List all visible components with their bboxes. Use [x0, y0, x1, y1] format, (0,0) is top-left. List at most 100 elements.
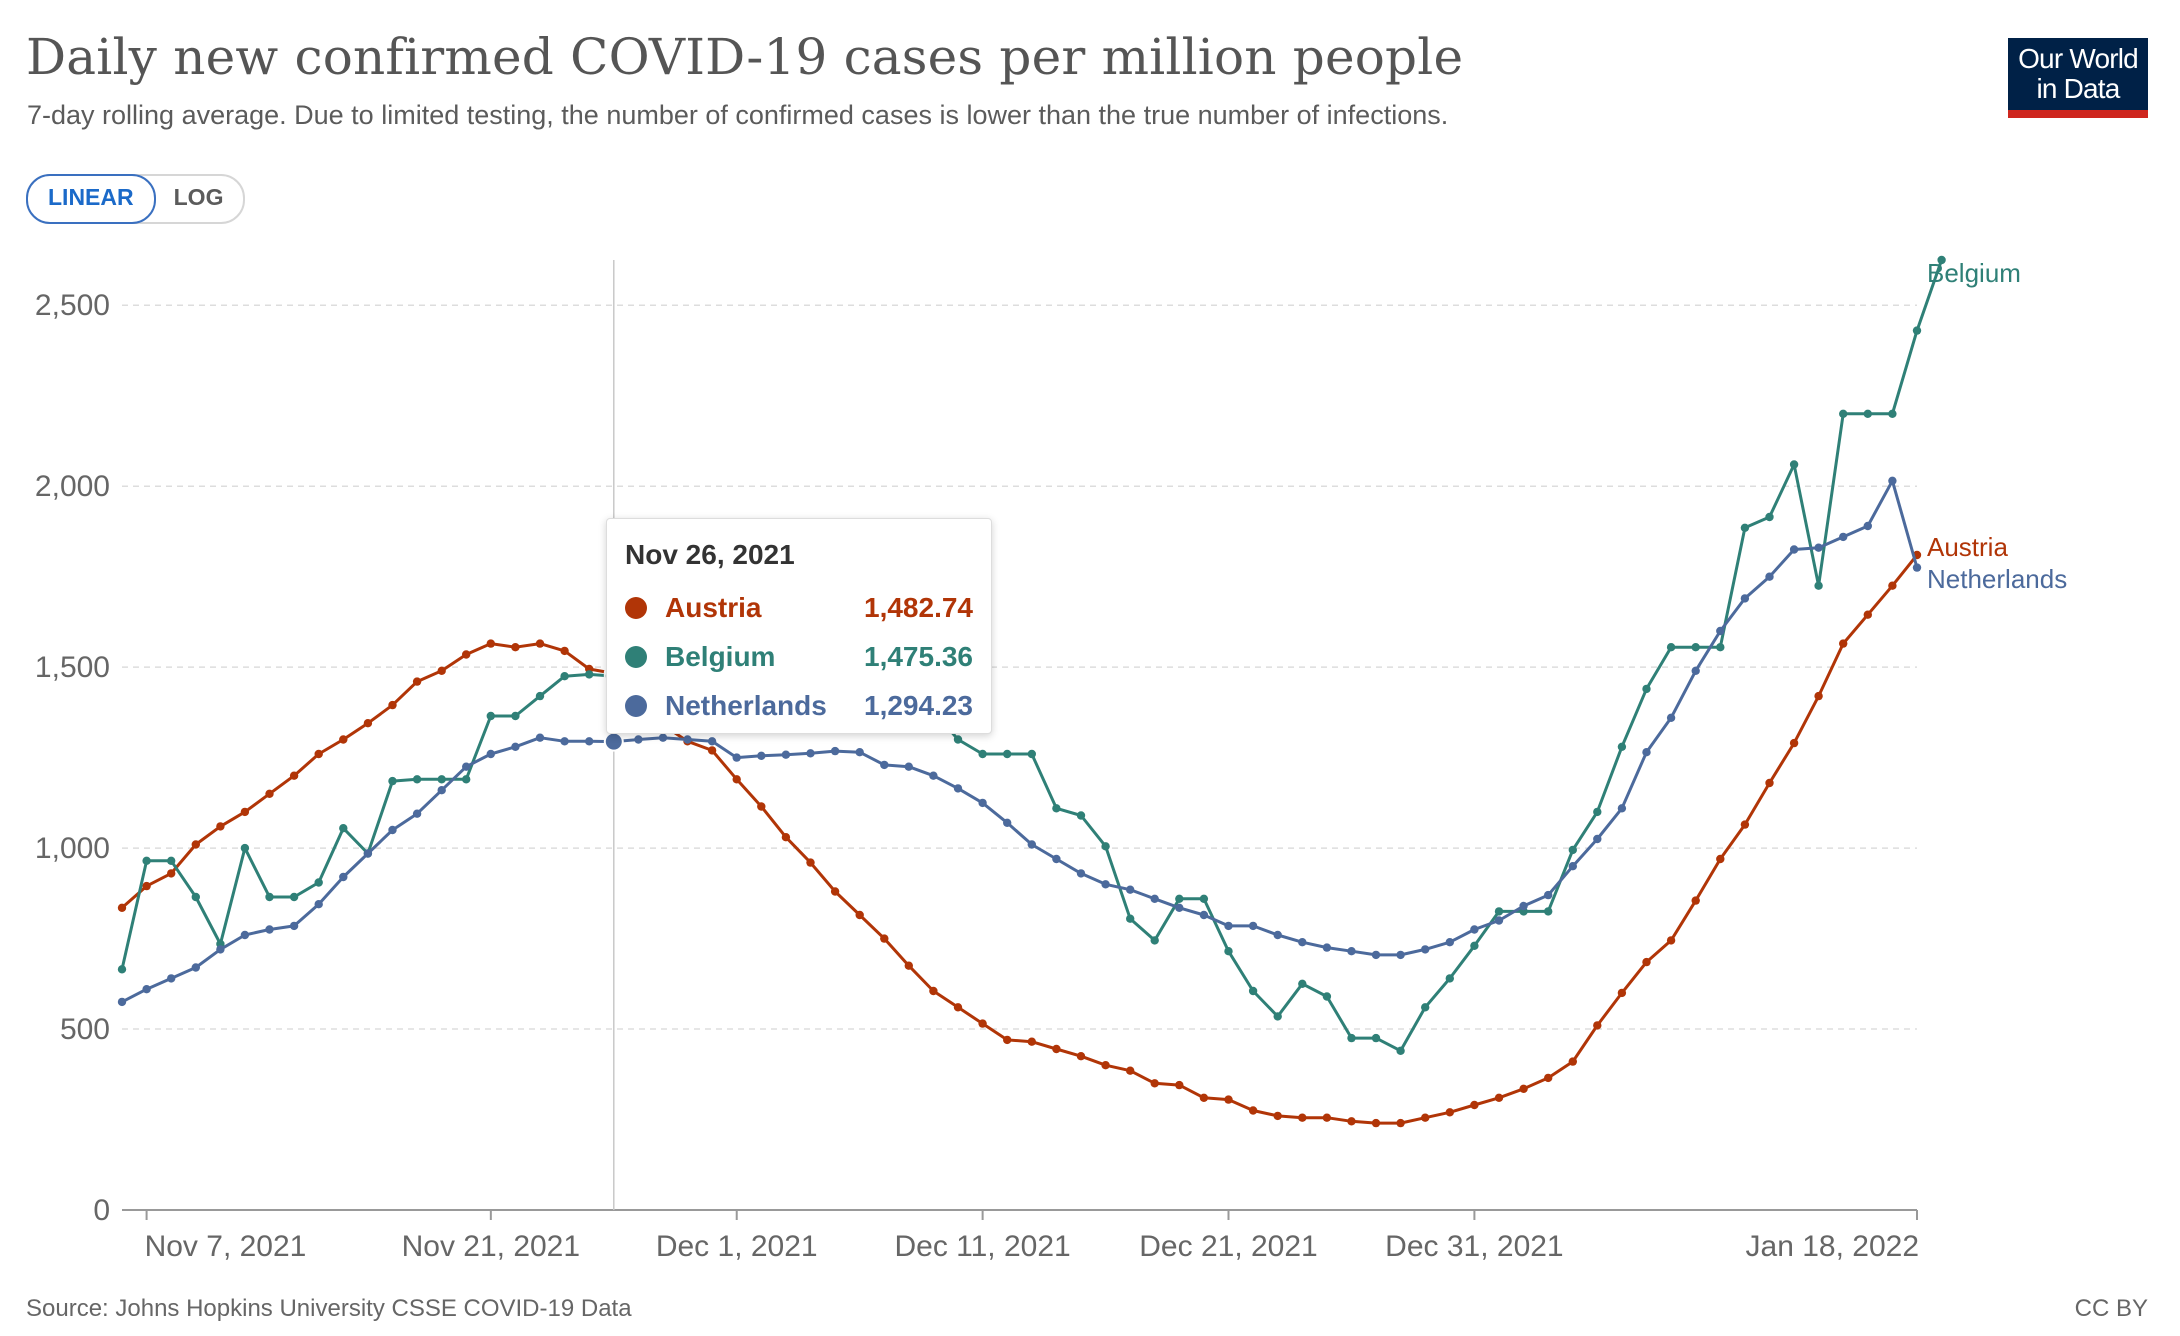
data-point — [1298, 1113, 1307, 1122]
data-point — [1642, 684, 1651, 694]
logo-line-1: Our World — [2018, 43, 2139, 74]
data-point — [1912, 326, 1922, 335]
data-point — [1666, 713, 1676, 722]
data-point — [1298, 938, 1307, 947]
data-point — [1052, 804, 1061, 813]
data-point — [1544, 907, 1553, 916]
data-point — [707, 746, 717, 755]
end-label-austria: Austria — [1927, 532, 2008, 562]
data-point — [142, 856, 151, 865]
data-point — [1839, 532, 1848, 542]
data-point — [289, 921, 299, 931]
data-point — [462, 775, 471, 784]
data-point — [1445, 938, 1455, 947]
series-belgium — [117, 255, 1946, 1056]
data-point — [1888, 581, 1897, 590]
data-point — [1888, 409, 1897, 418]
data-point — [1322, 1113, 1332, 1122]
data-point — [658, 733, 668, 742]
data-point — [216, 945, 225, 954]
data-point — [167, 869, 176, 878]
tooltip-series-value: 1,482.74 — [864, 591, 973, 623]
data-point — [1273, 930, 1282, 940]
data-point — [1839, 409, 1848, 418]
logo-line-2: in Data — [2036, 73, 2120, 104]
data-point — [1248, 1106, 1258, 1115]
data-point — [953, 735, 963, 744]
data-point — [1126, 885, 1135, 894]
data-point — [757, 802, 766, 811]
data-point — [240, 807, 250, 817]
data-point — [1076, 1052, 1086, 1061]
data-point — [191, 963, 200, 972]
data-point — [388, 700, 397, 710]
data-point — [535, 733, 545, 742]
austria-dot-icon — [625, 596, 647, 619]
y-tick-label: 1,000 — [35, 832, 110, 865]
data-point — [1101, 842, 1110, 851]
data-point — [1814, 581, 1823, 590]
data-point — [535, 691, 545, 701]
data-point — [1027, 1037, 1037, 1046]
data-point — [1199, 1093, 1209, 1103]
series-line — [121, 479, 1919, 1004]
y-tick-label: 500 — [60, 1013, 110, 1046]
data-point — [1888, 476, 1897, 485]
data-point — [634, 735, 643, 744]
data-point — [953, 1003, 963, 1012]
data-point — [363, 719, 373, 728]
data-point — [1421, 1113, 1430, 1122]
data-point — [117, 903, 127, 912]
x-tick-label: Dec 11, 2021 — [894, 1230, 1070, 1263]
linear-scale-button[interactable]: LINEAR — [26, 174, 156, 224]
data-point — [585, 670, 594, 679]
tooltip-row-netherlands: Netherlands 1,294.23 — [625, 681, 973, 730]
data-point — [1445, 974, 1455, 983]
data-point — [1470, 941, 1479, 950]
data-point — [1519, 901, 1528, 911]
data-point — [1421, 1003, 1430, 1012]
scale-toggle: LINEAR LOG — [26, 174, 246, 224]
tooltip-series-value: 1,475.36 — [864, 640, 973, 672]
data-point — [167, 974, 176, 983]
data-point — [978, 1019, 987, 1028]
license-link[interactable]: CC BY — [2074, 1295, 2148, 1322]
data-point — [1765, 512, 1774, 522]
data-point — [1666, 643, 1676, 652]
data-point — [1421, 945, 1430, 954]
log-scale-button[interactable]: LOG — [173, 184, 224, 210]
x-tick-label: Jan 18, 2022 — [1746, 1230, 1919, 1263]
data-point — [707, 737, 717, 746]
data-point — [1568, 845, 1578, 855]
data-point — [1666, 936, 1676, 945]
data-point — [511, 643, 520, 652]
data-point — [732, 775, 741, 784]
data-point — [1544, 890, 1553, 900]
x-tick-label: Dec 21, 2021 — [1139, 1230, 1317, 1263]
data-point — [1175, 894, 1184, 903]
x-tick-label: Nov 21, 2021 — [402, 1230, 580, 1263]
data-point — [1175, 903, 1184, 912]
data-point — [1126, 914, 1135, 923]
data-point — [781, 750, 791, 759]
data-point — [1470, 925, 1479, 934]
data-point — [560, 646, 569, 656]
data-point — [781, 833, 791, 842]
data-point — [486, 639, 495, 648]
data-point — [412, 809, 422, 818]
data-point — [1617, 742, 1627, 751]
tooltip-series-name: Austria — [665, 591, 762, 623]
data-point — [486, 749, 495, 759]
series-netherlands — [117, 476, 1922, 1007]
data-point — [1912, 563, 1922, 572]
data-point — [1789, 738, 1799, 748]
data-point — [388, 776, 397, 786]
data-point — [1839, 639, 1848, 648]
data-point — [1003, 749, 1012, 759]
data-point — [1494, 916, 1504, 925]
netherlands-dot-icon — [625, 694, 647, 717]
chart-subtitle: 7-day rolling average. Due to limited te… — [27, 100, 1449, 130]
owid-logo[interactable]: Our World in Data — [2008, 38, 2148, 118]
